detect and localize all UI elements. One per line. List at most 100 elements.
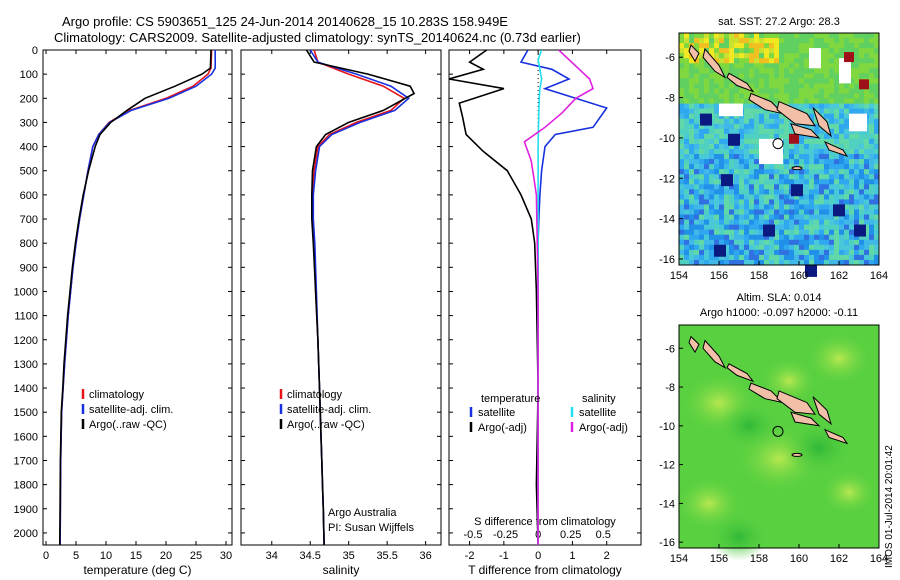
sst-cell xyxy=(759,68,765,74)
sst-cell xyxy=(749,53,755,59)
sst-cell xyxy=(699,244,705,251)
sst-cell xyxy=(779,88,785,95)
sst-cell xyxy=(734,48,740,54)
sst-cell xyxy=(874,63,880,69)
sst-cell xyxy=(689,209,695,216)
island xyxy=(790,123,821,139)
map-ytick-label: -6 xyxy=(665,52,675,64)
sst-cell xyxy=(699,63,705,69)
sst-cell xyxy=(679,83,685,89)
sst-cell xyxy=(704,259,710,266)
sst-cell xyxy=(839,154,845,160)
sla-blob xyxy=(784,419,854,476)
sst-cell xyxy=(734,88,740,95)
sst-cell xyxy=(709,143,715,150)
sst-cell xyxy=(839,123,845,130)
sst-cell xyxy=(799,38,805,44)
sst-cell xyxy=(784,93,790,100)
sst-cell xyxy=(779,174,785,180)
sst-cell xyxy=(679,98,685,105)
sst-cell xyxy=(704,204,710,211)
sst-cell xyxy=(829,194,835,200)
sst-cell xyxy=(709,244,715,251)
sst-cell xyxy=(814,214,820,221)
sst-cell xyxy=(684,154,690,160)
sst-cell xyxy=(804,68,810,74)
sst-cell xyxy=(729,58,735,64)
sst-cell xyxy=(804,108,810,115)
sst-cell xyxy=(774,73,780,79)
sst-cell xyxy=(684,88,690,95)
sst-cell xyxy=(819,93,825,100)
sst-cell xyxy=(744,33,750,39)
sst-cell xyxy=(699,164,705,170)
sst-cell xyxy=(724,123,730,130)
sst-cell xyxy=(699,204,705,211)
sst-cell xyxy=(709,93,715,100)
sst-cell xyxy=(844,259,850,266)
sst-cell xyxy=(774,164,780,170)
sst-cell xyxy=(784,88,790,95)
sst-cell xyxy=(859,189,865,195)
sst-cell xyxy=(774,98,780,105)
sst-cell xyxy=(679,143,685,150)
sst-cell xyxy=(779,184,785,190)
sst-cell xyxy=(689,234,695,241)
sst-cell xyxy=(709,189,715,195)
sst-cell xyxy=(704,244,710,251)
sst-cell xyxy=(814,149,820,155)
sst-cell xyxy=(719,133,725,140)
sst-cell xyxy=(819,143,825,150)
sst-cell xyxy=(819,249,825,256)
sst-cell xyxy=(819,149,825,155)
sst-cell xyxy=(814,68,820,74)
sst-cell xyxy=(834,169,840,175)
sst-cell xyxy=(679,68,685,74)
sst-cell xyxy=(694,123,700,130)
sst-cell xyxy=(679,244,685,251)
sst-cell xyxy=(854,103,860,110)
sst-cell xyxy=(709,43,715,49)
sst-cell xyxy=(824,143,830,150)
sst-cell xyxy=(804,78,810,84)
sst-cell xyxy=(839,43,845,49)
top-tick-label: 0.5 xyxy=(596,529,611,541)
sst-cell xyxy=(739,194,745,200)
sst-cell xyxy=(809,239,815,246)
sst-cell xyxy=(774,128,780,135)
sst-cell xyxy=(764,169,770,175)
sst-cell xyxy=(869,234,875,241)
sst-cell xyxy=(714,229,720,236)
sst-cell xyxy=(714,58,720,64)
sst-cell xyxy=(864,93,870,100)
sst-cell xyxy=(794,93,800,100)
sst-cell xyxy=(714,88,720,95)
sst-cell xyxy=(719,83,725,89)
sst-cell xyxy=(759,169,765,175)
sst-cell xyxy=(679,58,685,64)
sst-cell xyxy=(764,118,770,125)
cloud-gap xyxy=(839,58,851,84)
sst-cell xyxy=(814,219,820,226)
sst-cell xyxy=(779,254,785,261)
sst-cell xyxy=(794,194,800,200)
sst-cell xyxy=(729,43,735,49)
ytick-label: 1400 xyxy=(14,383,38,395)
sst-cell xyxy=(769,33,775,39)
sst-cell xyxy=(864,138,870,145)
sst-cell xyxy=(764,113,770,120)
sst-cell xyxy=(684,143,690,150)
legend-label: satellite xyxy=(579,407,616,419)
sst-cell xyxy=(804,33,810,39)
sst-cell xyxy=(849,43,855,49)
sst-cell xyxy=(679,38,685,44)
sst-cell xyxy=(809,209,815,216)
sst-cell xyxy=(714,224,720,231)
sst-cell xyxy=(709,68,715,74)
sst-cell xyxy=(834,159,840,165)
sst-cell xyxy=(859,259,865,266)
cold-pixel xyxy=(728,133,740,146)
sst-cell xyxy=(679,219,685,226)
sst-cell xyxy=(699,93,705,100)
sst-cell xyxy=(764,209,770,216)
